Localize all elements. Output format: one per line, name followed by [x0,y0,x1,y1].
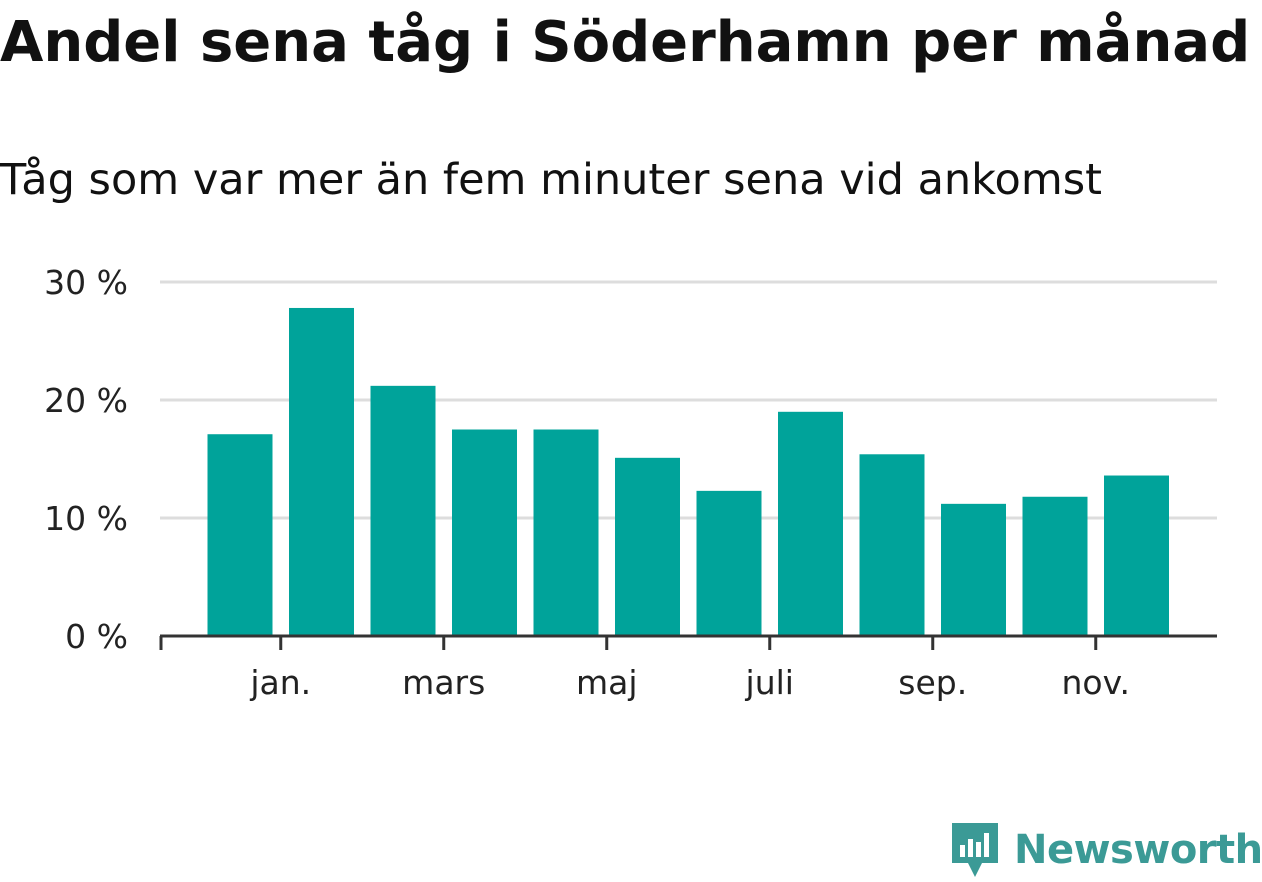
bar [1022,496,1088,636]
bar [207,434,273,636]
y-tick-label: 30 % [44,263,128,302]
bar [859,454,925,636]
x-tick-label: mars [402,663,485,702]
bar [941,503,1006,636]
bar [533,429,599,636]
x-tick-label: maj [576,663,638,702]
x-tick-label: sep. [898,663,967,702]
bar [1104,475,1169,636]
x-axis-labels: jan. mars maj juli sep. nov. [249,663,1130,702]
y-tick-label: 10 % [44,499,128,538]
y-tick-label: 0 % [65,617,128,656]
brand-name: Newsworthy [1014,827,1262,873]
x-tick-label: juli [745,663,794,702]
chart-subtitle: Tåg som var mer än fem minuter sena vid … [0,155,1103,205]
x-tick-label: jan. [249,663,311,702]
y-axis-labels: 0 % 10 % 20 % 30 % [44,263,128,656]
newsworthy-brand: Newsworthy [950,818,1262,882]
chart-title: Andel sena tåg i Söderhamn per månad [0,10,1251,75]
bar [696,490,762,636]
bar [615,457,680,636]
x-tick-label: nov. [1061,663,1130,702]
bar [370,385,436,636]
bars [207,307,1169,636]
bar [778,411,843,636]
bar [289,307,354,636]
x-axis [159,634,1217,650]
newsworthy-logo-icon [952,823,998,877]
bar [452,429,517,636]
y-tick-label: 20 % [44,381,128,420]
